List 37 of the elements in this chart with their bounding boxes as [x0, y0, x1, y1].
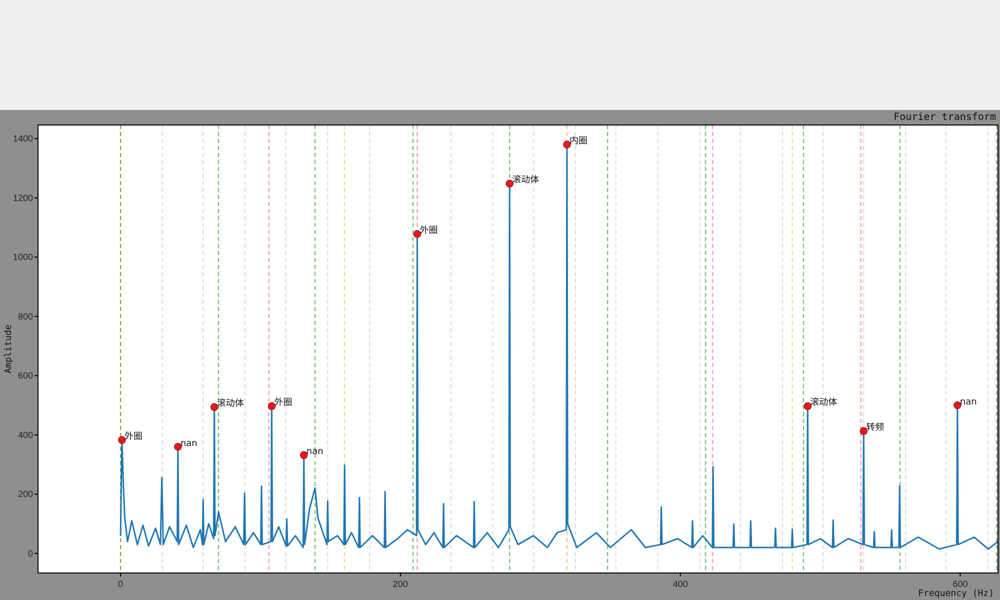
y-tick-label: 800	[18, 311, 33, 322]
point	[413, 230, 422, 238]
annotation: nan	[180, 438, 198, 449]
y-tick-label: 0	[28, 548, 33, 558]
x-tick-label: 200	[392, 579, 408, 589]
point	[804, 402, 812, 410]
x-axis-title: Frequency (Hz)	[918, 589, 994, 599]
x-tick-label: 0	[118, 579, 124, 589]
point	[268, 402, 276, 410]
annotation: nan	[306, 447, 324, 458]
annotation: 滚动体	[216, 398, 244, 410]
annotation: 外圈	[124, 430, 142, 442]
y-tick-label: 1200	[12, 192, 33, 203]
point	[300, 451, 308, 459]
y-tick-label: 400	[18, 430, 33, 440]
y-tick-label: 200	[18, 489, 33, 500]
x-tick-label: 600	[952, 579, 968, 589]
y-tick-label: 1400	[12, 134, 33, 144]
annotation: 内圈	[569, 136, 588, 147]
y-tick-label: 600	[18, 370, 33, 381]
annotation: 外圈	[420, 225, 438, 236]
annotation: 转频	[866, 422, 884, 434]
y-tick-label: 1000	[12, 252, 33, 262]
y-axis-title: Amplitude	[4, 324, 14, 374]
point	[954, 401, 962, 410]
chart-title: Fourier transform	[894, 112, 996, 123]
annotation: 外圈	[274, 397, 292, 408]
annotation: 滚动体	[512, 174, 540, 186]
annotation: 滚动体	[810, 397, 838, 408]
point	[506, 180, 514, 188]
point	[563, 140, 571, 148]
point	[118, 436, 126, 444]
annotation: nan	[960, 397, 977, 408]
point	[174, 442, 182, 451]
point	[210, 403, 218, 411]
x-tick-label: 400	[672, 579, 688, 589]
point	[860, 427, 868, 435]
